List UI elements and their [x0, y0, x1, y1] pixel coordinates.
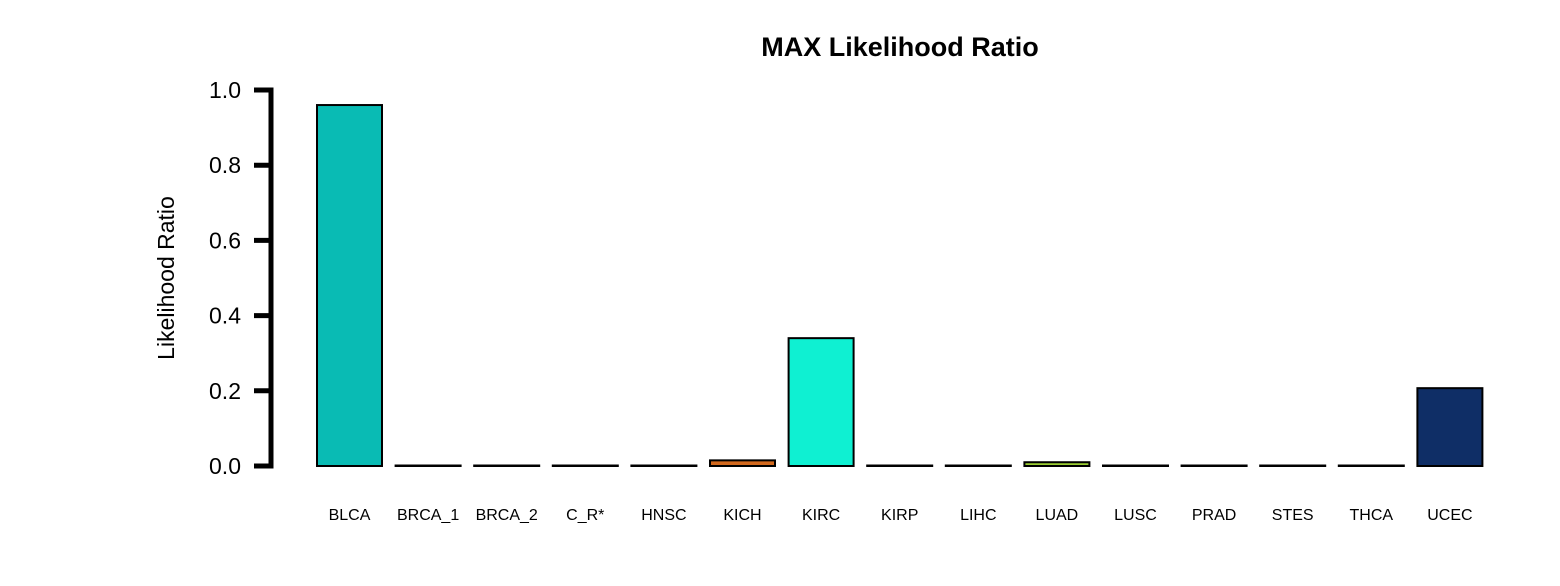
chart-title: MAX Likelihood Ratio — [761, 32, 1039, 62]
bar-thca — [1337, 464, 1405, 467]
x-tick-label: STES — [1272, 507, 1314, 524]
x-tick-label: KICH — [723, 507, 761, 524]
bar-ucec — [1416, 387, 1484, 467]
bar-kirc — [787, 337, 855, 467]
x-tick-label: LUAD — [1036, 507, 1079, 524]
y-tick-label: 0.4 — [209, 303, 241, 329]
y-tick-label: 0.8 — [209, 152, 241, 178]
x-tick-label: BLCA — [329, 507, 371, 524]
bars — [316, 104, 1484, 467]
bar-kirp — [866, 464, 934, 467]
bar-stes — [1259, 464, 1327, 467]
bar-blca — [316, 104, 383, 467]
bar-brca-2 — [473, 464, 541, 467]
y-axis: 0.0 0.2 0.4 0.6 0.8 1.0 — [209, 77, 274, 479]
bar-c-r — [551, 464, 619, 467]
y-tick-label: 1.0 — [209, 77, 241, 103]
x-tick-label: LIHC — [960, 507, 996, 524]
y-tick-label: 0.6 — [209, 227, 241, 253]
bar-brca-1 — [394, 464, 462, 467]
y-axis-label: Likelihood Ratio — [153, 196, 179, 360]
bar-hnsc — [630, 464, 698, 467]
x-tick-label: PRAD — [1192, 507, 1236, 524]
bar-kich — [709, 459, 776, 467]
bar-prad — [1180, 464, 1248, 467]
x-tick-label: BRCA_2 — [476, 507, 538, 524]
x-tick-label: BRCA_1 — [397, 507, 459, 524]
y-tick-label: 0.0 — [209, 453, 241, 479]
x-tick-label: KIRC — [802, 507, 840, 524]
x-tick-label: THCA — [1350, 507, 1394, 524]
x-tick-label: LUSC — [1114, 507, 1157, 524]
bar-lihc — [944, 464, 1012, 467]
x-tick-label: C_R* — [566, 507, 604, 524]
x-axis-labels: BLCA BRCA_1 BRCA_2 C_R* HNSC KICH KIRC KIRP LIHC… — [329, 507, 1473, 524]
x-tick-label: HNSC — [641, 507, 686, 524]
y-tick-label: 0.2 — [209, 378, 241, 404]
bar-luad — [1023, 461, 1091, 467]
bar-lusc — [1102, 464, 1169, 467]
x-tick-label: KIRP — [881, 507, 918, 524]
x-tick-label: UCEC — [1427, 507, 1472, 524]
